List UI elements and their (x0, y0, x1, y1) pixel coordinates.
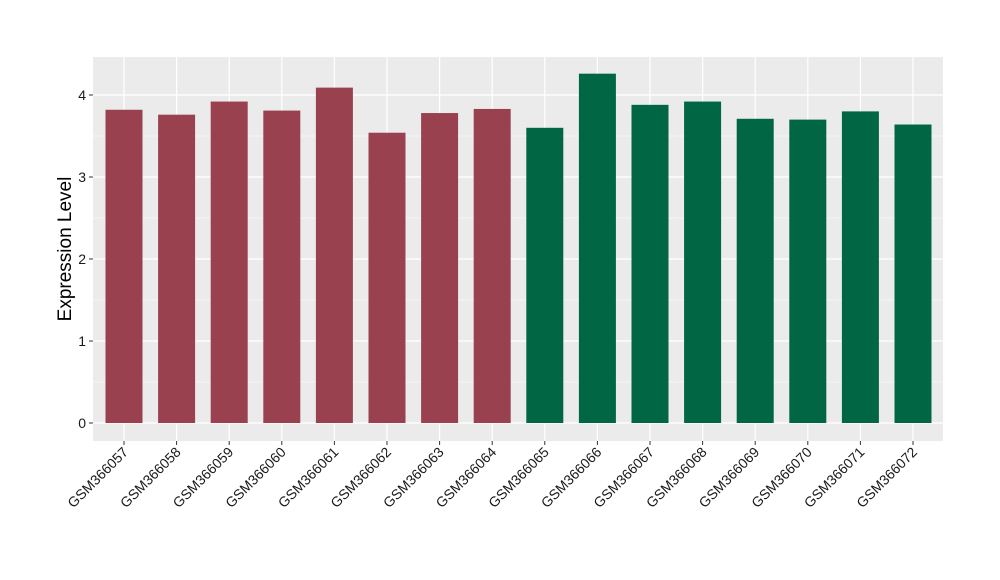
x-axis: GSM366057GSM366058GSM366059GSM366060GSM3… (64, 441, 920, 511)
bar-GSM366059 (210, 101, 248, 423)
y-tick-label: 4 (78, 87, 86, 103)
bar-GSM366066 (578, 73, 616, 424)
bar-GSM366067 (631, 104, 669, 423)
y-axis-title: Expression Level (55, 177, 76, 322)
bar-GSM366072 (894, 124, 932, 424)
bar-GSM366071 (841, 111, 879, 424)
bar-GSM366065 (526, 127, 564, 424)
bar-GSM366061 (315, 87, 353, 424)
bar-GSM366057 (105, 109, 143, 423)
bar-GSM366069 (736, 118, 774, 423)
bar-GSM366068 (684, 101, 722, 423)
bars (105, 73, 932, 424)
y-tick-label: 1 (78, 333, 86, 349)
bar-GSM366062 (368, 132, 406, 423)
y-axis: 0 1 2 3 4 (78, 87, 93, 431)
y-tick-label: 3 (78, 169, 86, 185)
bar-GSM366070 (789, 119, 827, 423)
y-tick-label: 0 (78, 415, 86, 431)
bar-GSM366058 (158, 114, 196, 424)
bar-GSM366064 (473, 108, 511, 423)
bar-GSM366060 (263, 110, 301, 423)
y-tick-label: 2 (78, 251, 86, 267)
bar-GSM366063 (421, 113, 459, 423)
